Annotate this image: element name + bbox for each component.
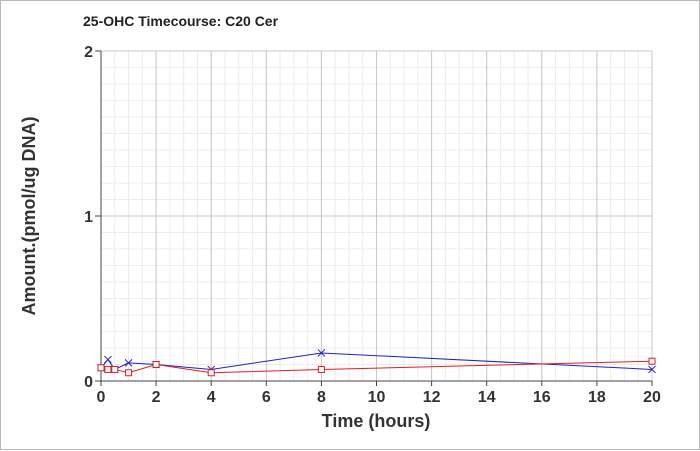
data-point xyxy=(104,355,112,364)
x-tick-label: 0 xyxy=(97,389,106,406)
data-point xyxy=(124,358,133,367)
data-point xyxy=(207,369,215,377)
x-tick-label: 6 xyxy=(262,389,271,406)
x-tick-label: 2 xyxy=(152,389,161,406)
data-point xyxy=(104,365,112,373)
x-tick-label: 8 xyxy=(317,389,326,406)
x-tick-label: 18 xyxy=(588,389,606,406)
x-tick-label: 14 xyxy=(478,389,496,406)
x-tick-label: 16 xyxy=(533,389,551,406)
data-point xyxy=(648,365,656,374)
x-tick-label: 20 xyxy=(643,389,661,406)
data-point xyxy=(111,365,119,373)
x-tick-label: 4 xyxy=(207,389,216,406)
data-point xyxy=(125,369,133,377)
data-point xyxy=(152,361,160,368)
x-tick-label: 12 xyxy=(423,389,441,406)
y-axis-label: Amount.(pmol/ug DNA) xyxy=(19,117,39,316)
data-point xyxy=(97,364,105,372)
data-point xyxy=(648,357,656,365)
x-axis-label: Time (hours) xyxy=(322,411,431,431)
series-2 xyxy=(97,357,656,377)
y-tick-label: 0 xyxy=(84,374,93,391)
y-tick-label: 1 xyxy=(84,209,93,226)
chart-title: 25-OHC Timecourse: C20 Cer xyxy=(83,13,279,29)
series-layer xyxy=(97,349,656,377)
y-tick-label: 2 xyxy=(84,44,93,61)
data-point xyxy=(317,349,326,357)
axes xyxy=(95,50,653,386)
x-tick-label: 10 xyxy=(368,389,386,406)
data-point xyxy=(317,365,325,373)
